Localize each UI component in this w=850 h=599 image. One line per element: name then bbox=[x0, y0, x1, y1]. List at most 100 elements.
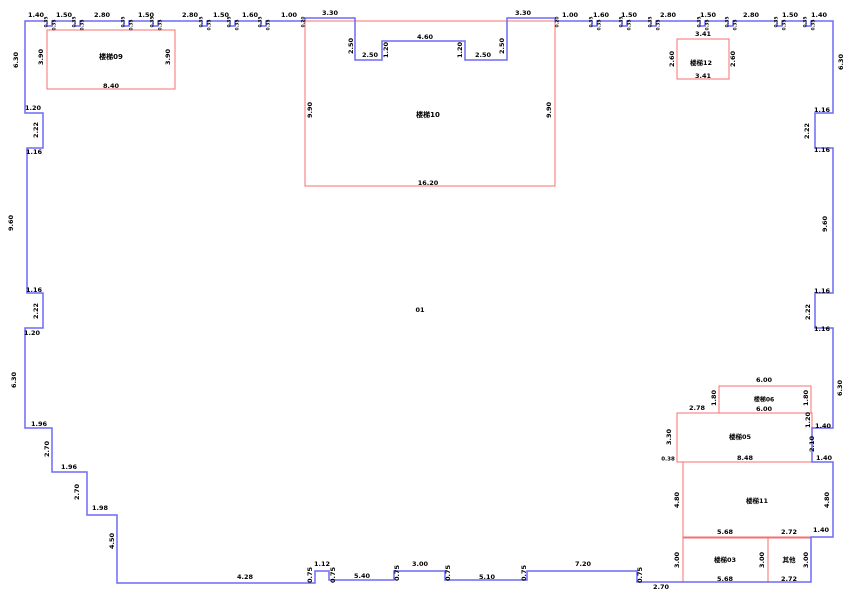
room-label: 楼梯10 bbox=[416, 110, 440, 119]
dimension-label: 1.16 bbox=[814, 287, 831, 295]
dimension-label: 2.80 bbox=[743, 11, 760, 19]
dimension-label: 2.70 bbox=[653, 583, 670, 591]
room-label: 楼梯06 bbox=[754, 396, 774, 404]
dimension-label-small: 0.35 bbox=[774, 16, 780, 27]
dimension-label-small: 0.35 bbox=[266, 19, 272, 30]
dimension-label: 1.40 bbox=[816, 454, 833, 462]
dimension-label: 1.20 bbox=[25, 104, 42, 112]
dimension-label: 2.10 bbox=[808, 436, 816, 453]
dimension-label: 01 bbox=[415, 306, 425, 314]
dimension-label: 3.90 bbox=[37, 49, 45, 66]
dimension-label: 4.60 bbox=[417, 33, 434, 41]
dimension-label: 1.60 bbox=[593, 11, 610, 19]
dimension-label: 2.60 bbox=[668, 51, 676, 68]
dimension-label: 1.40 bbox=[815, 422, 832, 430]
dimension-label-small: 0.35 bbox=[627, 19, 633, 30]
dimension-label: 1.50 bbox=[56, 11, 73, 19]
dimension-label: 6.30 bbox=[10, 372, 18, 389]
dimension-label: 1.80 bbox=[802, 390, 810, 407]
dimension-label-small: 0.35 bbox=[158, 19, 164, 30]
dimension-label: 1.16 bbox=[814, 325, 831, 333]
dimension-label: 1.50 bbox=[782, 11, 799, 19]
dimension-label: 5.68 bbox=[717, 575, 734, 583]
dimension-label: 1.50 bbox=[138, 11, 155, 19]
dimension-label-small: 0.35 bbox=[782, 19, 788, 30]
dimension-label: 9.60 bbox=[7, 215, 15, 232]
dimension-label: 0.75 bbox=[306, 567, 314, 584]
dimension-label: 0.75 bbox=[329, 567, 337, 584]
dimension-label: 1.96 bbox=[31, 420, 48, 428]
dimension-label-small: 0.35 bbox=[589, 16, 595, 27]
dimension-label: 9.90 bbox=[306, 102, 314, 119]
dimension-label: 1.40 bbox=[28, 11, 45, 19]
dimension-label: 1.16 bbox=[26, 148, 43, 156]
dimension-label: 1.50 bbox=[213, 11, 230, 19]
dimension-label: 4.50 bbox=[108, 533, 116, 550]
dimension-label: 2.70 bbox=[43, 441, 51, 458]
dimension-label: 1.20 bbox=[804, 412, 812, 429]
dimension-label: 1.00 bbox=[562, 11, 579, 19]
room-label: 楼梯03 bbox=[714, 555, 736, 564]
room-label: 楼梯11 bbox=[746, 496, 769, 505]
dimension-label-small: 0.35 bbox=[733, 19, 739, 30]
dimension-label: 5.40 bbox=[354, 572, 371, 580]
dimension-label-small: 0.35 bbox=[619, 16, 625, 27]
dimension-label: 1.12 bbox=[314, 560, 330, 568]
dimension-label: 1.16 bbox=[814, 146, 831, 154]
dimension-label: 4.28 bbox=[237, 573, 254, 581]
dimension-label: 2.72 bbox=[781, 528, 797, 536]
dimension-label: 3.41 bbox=[695, 30, 712, 38]
dimension-label: 2.80 bbox=[94, 11, 111, 19]
dimension-label: 3.00 bbox=[673, 552, 681, 569]
dimension-label: 0.75 bbox=[636, 567, 644, 584]
dimension-label: 0.20 bbox=[301, 16, 307, 27]
dimension-label: 2.80 bbox=[182, 11, 199, 19]
dimension-label-small: 0.35 bbox=[72, 16, 78, 27]
room-10 bbox=[304, 20, 556, 187]
dimension-label: 0.75 bbox=[393, 565, 401, 582]
dimension-label: 2.50 bbox=[347, 38, 355, 55]
dimension-label-small: 0.35 bbox=[725, 16, 731, 27]
dimension-label: 2.70 bbox=[73, 484, 81, 501]
dimension-label: 2.78 bbox=[689, 404, 706, 412]
dimension-label-small: 0.35 bbox=[258, 16, 264, 27]
dimension-label: 2.22 bbox=[32, 303, 40, 319]
dimension-label: 3.30 bbox=[322, 9, 339, 17]
dimension-label: 8.48 bbox=[737, 454, 754, 462]
dimension-label: 1.96 bbox=[61, 463, 78, 471]
dimension-label-small: 0.35 bbox=[803, 16, 809, 27]
dimension-label: 2.22 bbox=[32, 122, 40, 138]
dimension-label: 6.00 bbox=[756, 405, 773, 413]
dimension-label: 3.41 bbox=[695, 72, 712, 80]
dimension-label-small: 0.35 bbox=[811, 19, 817, 30]
dimension-label: 1.16 bbox=[814, 106, 831, 114]
dimension-label: 2.50 bbox=[475, 51, 492, 59]
dimension-label: 0.38 bbox=[661, 457, 675, 463]
dimension-label: 5.10 bbox=[479, 573, 496, 581]
room-12 bbox=[676, 38, 730, 80]
dimension-label-small: 0.35 bbox=[705, 19, 711, 30]
dimension-label-small: 0.35 bbox=[121, 16, 127, 27]
dimension-label-small: 0.35 bbox=[129, 19, 135, 30]
dimension-label: 0.20 bbox=[555, 16, 561, 27]
dimension-label: 1.20 bbox=[24, 329, 41, 337]
dimension-label: 8.40 bbox=[103, 82, 120, 90]
dimension-label: 7.20 bbox=[575, 560, 592, 568]
dimension-label: 0.75 bbox=[520, 565, 528, 582]
dimension-label: 1.98 bbox=[92, 504, 109, 512]
dimension-label-small: 0.35 bbox=[656, 19, 662, 30]
dimension-label: 1.20 bbox=[456, 42, 464, 59]
dimension-label-small: 0.35 bbox=[648, 16, 654, 27]
dimension-label: 6.30 bbox=[837, 54, 845, 71]
dimension-label: 6.00 bbox=[756, 376, 773, 384]
dimension-label: 1.40 bbox=[811, 11, 828, 19]
dimension-label: 1.80 bbox=[710, 390, 718, 407]
dimension-label: 6.30 bbox=[836, 380, 844, 397]
dimension-label: 1.60 bbox=[242, 11, 259, 19]
room-label: 楼梯12 bbox=[690, 58, 712, 67]
building-outline bbox=[24, 17, 834, 584]
dimension-label: 16.20 bbox=[418, 179, 439, 187]
dimension-label: 2.50 bbox=[362, 51, 379, 59]
dimension-label: 1.00 bbox=[281, 11, 298, 19]
